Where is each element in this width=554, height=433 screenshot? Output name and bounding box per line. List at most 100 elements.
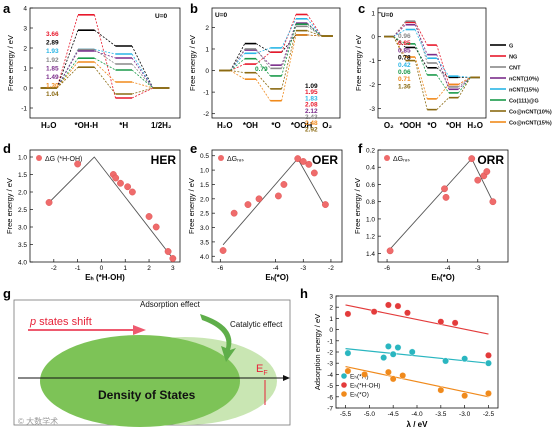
y-tick-label: 0 [205,68,209,75]
energy-connector [458,77,471,98]
legend-label: Co@nCNT(10%) [509,110,552,116]
energy-connector [56,30,79,89]
data-point [112,174,120,182]
data-point [437,386,445,394]
x-axis-label: Eₕ (*H-OH) [85,273,125,282]
data-point [74,160,82,168]
data-point [274,192,282,200]
data-point [485,351,492,359]
energy-connector [414,60,428,110]
data-point [483,168,491,175]
energy-connector [131,87,154,99]
data-point [128,188,136,196]
value-label: 0.96 [398,33,411,40]
density-of-states-label: Density of States [98,388,196,402]
y-tick-label: 3.0 [18,225,27,232]
data-point [294,155,302,163]
value-label: 0.71 [398,76,411,83]
energy-connector [56,61,79,89]
x-axis-label: Eₕ(*O) [265,273,289,282]
y-tick-label: -1 [369,58,375,65]
y-tick-label: 2.0 [200,196,209,203]
data-point [244,201,252,208]
series-2: Eₕ(*O) [341,365,492,400]
energy-connector [131,63,154,89]
curved-arrow-icon [200,314,236,362]
data-point [485,390,492,397]
y-tick-label: 4.0 [200,254,209,261]
energy-connector [307,34,322,37]
data-point [45,199,53,206]
y-tick-label: 0.6 [366,182,375,189]
series-2 [219,17,333,72]
panel-e-oer-volcano: -6 -4 -3 -2 0.5 1.0 1.5 2.0 2.5 3.0 3.5 4.0 ΔGᵣₔₛ OER… [187,149,343,282]
value-label-inline: 0.79 [255,66,268,73]
series-7 [219,29,333,90]
energy-connector [56,50,79,89]
energy-connector [307,30,322,37]
value-label: 2.92 [305,126,318,133]
value-label: 1.49 [46,74,59,81]
energy-connector [230,48,246,71]
value-label: 1.04 [46,91,59,98]
value-label: 2.48 [305,120,318,127]
energy-connector [94,57,116,71]
data-point [385,342,392,350]
plot-frame [211,149,343,263]
energy-connector [306,23,322,37]
data-point [441,185,448,193]
energy-connector [131,45,154,89]
x-category-label: *OOH [400,121,422,130]
y-tick-label: 1.0 [18,155,27,162]
panel-c-orr-energy-diagram: -3 -2 -1 0 1 O₂ *OOH *O *OH H₂O Free energy / eV U=… [354,7,487,130]
energy-connector [281,22,297,66]
x-tick-label: -6 [384,265,390,272]
x-category-label: *OH [446,121,461,130]
y-tick-label: 2 [329,305,333,312]
y-tick-label: 1 [23,66,27,73]
energy-connector [281,18,297,49]
x-tick-label: -3.0 [459,411,471,418]
x-tick-label: -4 [445,265,451,272]
energy-connector [255,58,271,77]
legend-marker [341,373,347,379]
x-category-label: *H [119,121,128,130]
panel-h-adsorption-energy: -5.5 -5.0 -4.5 -4.0 -3.5 -3.0 -2.5 -7 -6 -5 -4 -3 -2… [313,294,499,429]
value-label: 2.89 [46,40,59,47]
value-label: 0.78 [398,55,411,62]
energy-connector [436,62,450,88]
y-tick-label: 1.5 [200,182,209,189]
energy-connector [94,14,116,99]
panel-f-orr-volcano: -6 -4 -3 0.2 0.4 0.6 0.8 1.0 1.2 1.4 ΔGᵣₔₛ ORR Eₕ(*O… [353,148,509,282]
x-tick-label: 2 [147,265,151,272]
y-tick-label: -6 [327,394,333,401]
panel-g-schematic: p states shift Adsorption effect Catalyt… [13,299,291,427]
energy-connector [56,14,79,89]
y-tick-label: 3.0 [200,225,209,232]
y-tick-label: 1 [205,46,209,53]
y-tick-label: -1 [21,106,27,113]
panel-letter-h: h [300,286,308,301]
data-point [385,301,392,309]
x-tick-label: -3 [475,265,481,272]
value-label: 2.43 [305,114,318,121]
energy-connector [94,49,116,55]
x-tick-label: -4.5 [388,411,400,418]
panel-letter-c: c [358,1,365,16]
y-tick-label: 0 [371,34,375,41]
y-tick-label: -2 [369,82,375,89]
panel-d-her-volcano: -2 -1 0 1 2 3 1.0 1.5 2.0 2.5 3.0 3.5 4.0 ΔG (*H-OH) H… [5,149,181,282]
energy-connector [230,70,245,80]
y-tick-label: -7 [327,406,333,413]
p-states-shift-label: p states shift [29,316,92,328]
x-tick-label: -6 [217,265,223,272]
energy-connector [230,63,245,71]
energy-connector [131,81,154,89]
y-tick-label: -2 [327,350,333,357]
y-tick-label: 4 [23,6,27,13]
x-tick-label: -2 [328,265,334,272]
energy-connector [281,34,297,101]
data-point [322,201,329,208]
x-axis-label: λ / eV [407,420,429,429]
data-point [399,372,407,379]
